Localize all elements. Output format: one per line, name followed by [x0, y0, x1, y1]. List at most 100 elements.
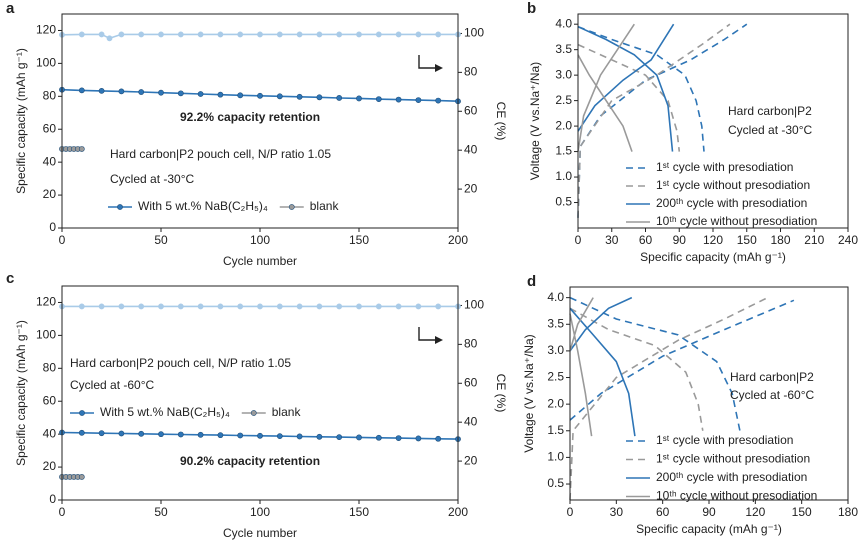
data-point	[237, 432, 244, 439]
y2-tick-label: 20	[464, 181, 478, 195]
y-tick-label: 40	[43, 154, 57, 168]
data-point	[375, 31, 382, 38]
data-point	[276, 303, 283, 310]
data-point	[197, 431, 204, 438]
x-axis-label: Cycle number	[223, 526, 297, 540]
y-tick-label: 1.5	[555, 144, 572, 158]
annotation: Hard carbon|P2	[728, 104, 812, 118]
panel-letter: d	[527, 273, 536, 290]
data-point	[296, 93, 303, 100]
data-point	[296, 31, 303, 38]
x-tick-label: 120	[745, 505, 765, 519]
y2-tick-label: 20	[464, 453, 478, 467]
data-point	[336, 95, 343, 101]
y-tick-label: 20	[43, 187, 57, 201]
legend-label: With 5 wt.% NaB(C₂H₅)₄	[100, 405, 230, 419]
y2-tick-label: 40	[464, 142, 478, 156]
annotation: Hard carbon|P2	[730, 370, 814, 384]
data-point	[435, 303, 442, 310]
x-tick-label: 60	[639, 233, 653, 247]
y-tick-label: 60	[43, 393, 57, 407]
x-tick-label: 90	[673, 233, 687, 247]
panel-letter: a	[6, 0, 15, 17]
legend-label: 1ˢᵗ cycle without presodiation	[656, 178, 810, 192]
x-tick-label: 240	[838, 233, 858, 247]
data-point	[237, 303, 244, 310]
data-point	[78, 31, 85, 38]
data-point	[356, 95, 362, 102]
data-point	[276, 31, 283, 38]
y-tick-label: 20	[43, 459, 57, 473]
y-tick-label: 3.0	[555, 67, 572, 81]
y-tick-label: 2.5	[547, 370, 564, 384]
series-line	[61, 33, 458, 40]
y-tick-label: 3.5	[547, 316, 564, 330]
y-tick-label: 120	[36, 295, 56, 309]
legend-label: 1ˢᵗ cycle without presodiation	[656, 452, 810, 466]
y-tick-label: 0	[49, 492, 56, 506]
data-point	[316, 433, 323, 440]
x-tick-label: 150	[349, 233, 369, 247]
data-point	[217, 432, 224, 439]
y-axis-label: Voltage (V vs.Na⁺/Na)	[522, 334, 536, 452]
data-point	[106, 35, 113, 42]
y-tick-label: 2.0	[555, 118, 572, 132]
data-point	[78, 303, 85, 310]
axis-arrow	[418, 327, 437, 341]
x-tick-label: 200	[448, 505, 468, 519]
x-tick-label: 180	[770, 233, 790, 247]
data-point	[98, 87, 105, 94]
data-point	[336, 303, 343, 310]
series-line	[577, 23, 635, 152]
x-tick-label: 30	[605, 233, 619, 247]
x-axis-label: Cycle number	[223, 254, 297, 268]
data-point	[138, 89, 145, 95]
data-point	[415, 31, 422, 38]
y-tick-label: 80	[43, 88, 57, 102]
x-axis-label: Specific capacity (mAh g⁻¹)	[636, 522, 782, 536]
y2-tick-label: 60	[464, 375, 478, 389]
annotation: Cycled at -30°C	[728, 123, 812, 137]
y2-tick-label: 60	[464, 103, 478, 117]
data-point	[197, 303, 204, 310]
data-point	[356, 434, 362, 441]
y-tick-label: 0.5	[547, 476, 564, 490]
x-tick-label: 180	[838, 505, 858, 519]
y2-axis-label: CE (%)	[494, 102, 508, 141]
y2-tick-label: 100	[464, 298, 484, 312]
data-point	[78, 146, 85, 152]
data-point	[197, 91, 204, 97]
data-point	[375, 303, 382, 310]
series-line	[569, 296, 636, 437]
panel-letter: b	[527, 0, 536, 17]
series-line	[569, 296, 769, 501]
data-point	[98, 31, 105, 38]
x-tick-label: 150	[737, 233, 757, 247]
data-point	[296, 433, 303, 440]
x-tick-label: 100	[250, 233, 270, 247]
x-tick-label: 50	[154, 505, 168, 519]
data-point	[118, 430, 125, 437]
data-point	[177, 431, 184, 438]
data-point	[395, 303, 402, 310]
data-point	[435, 31, 442, 38]
y2-tick-label: 80	[464, 65, 478, 79]
y-axis-label: Voltage (V vs.Na⁺/Na)	[528, 62, 542, 180]
data-point	[217, 91, 224, 98]
y-tick-label: 0	[49, 220, 56, 234]
legend-label: 200ᵗʰ cycle with presodiation	[656, 196, 807, 210]
data-point	[375, 434, 382, 441]
series-line	[577, 23, 675, 152]
data-point	[158, 431, 164, 438]
data-point	[415, 97, 422, 103]
legend-label: With 5 wt.% NaB(C₂H₅)₄	[138, 199, 268, 213]
data-point	[356, 31, 362, 38]
y-tick-label: 2.0	[547, 396, 564, 410]
x-tick-label: 0	[59, 505, 66, 519]
y-axis-label: Specific capacity (mAh g⁻¹)	[14, 48, 28, 194]
series-line	[577, 23, 748, 218]
data-point	[217, 303, 224, 310]
data-point	[177, 90, 184, 97]
legend-label: blank	[272, 405, 302, 419]
